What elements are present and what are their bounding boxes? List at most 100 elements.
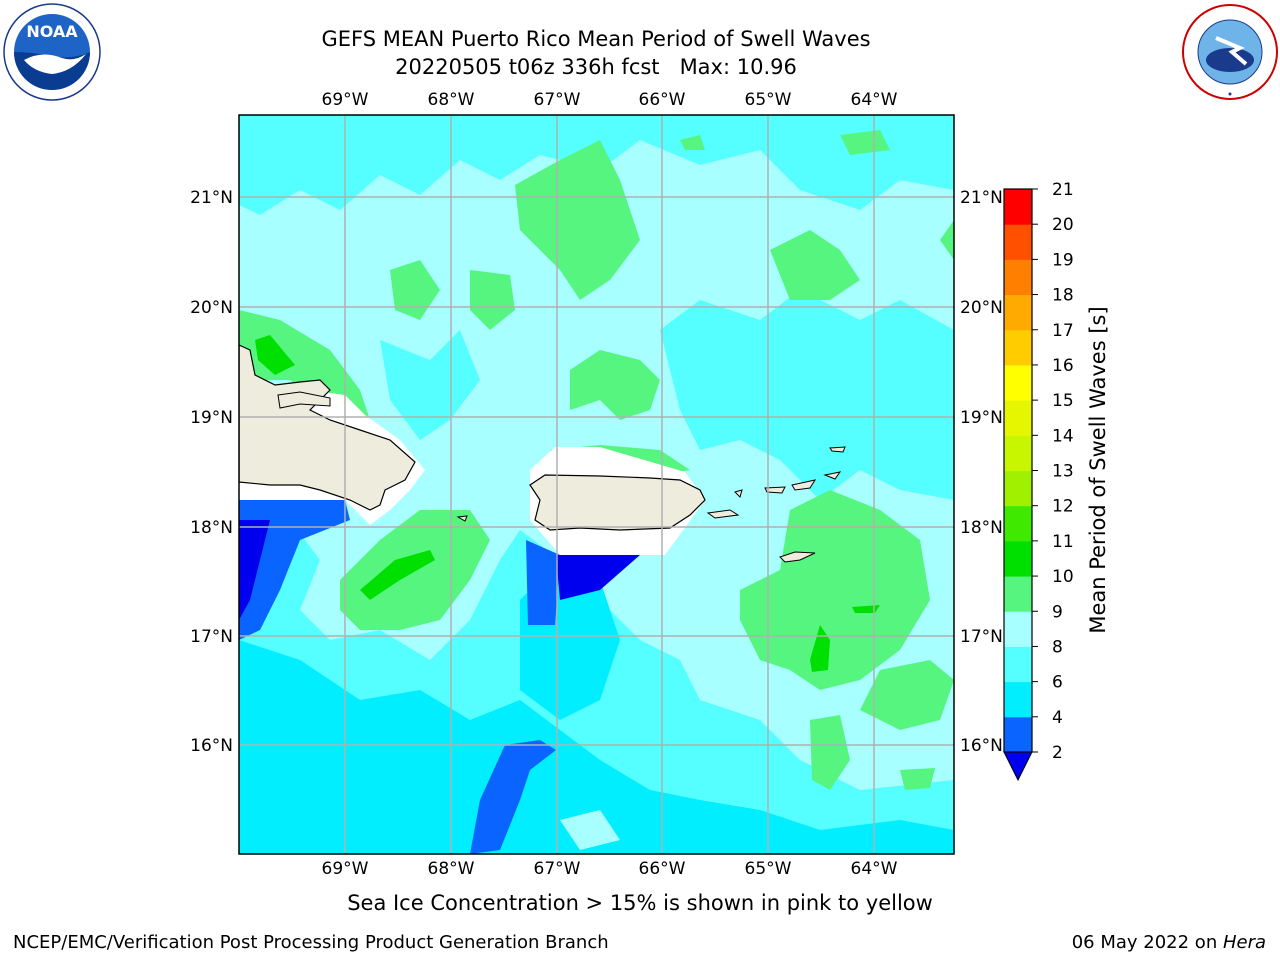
field-4-6-south	[239, 640, 954, 854]
lon-label: 67°W	[534, 859, 581, 879]
field-2-4-south	[470, 740, 556, 854]
lat-label: 21°N	[960, 188, 1003, 208]
colorbar-tick-label: 14	[1052, 426, 1074, 446]
sea-ice-note: Sea Ice Concentration > 15% is shown in …	[347, 891, 933, 915]
lon-label: 66°W	[639, 90, 686, 110]
colorbar-tick-label: 9	[1052, 602, 1063, 622]
colorbar-band	[1004, 189, 1032, 225]
colorbar-tick-label: 16	[1052, 356, 1074, 376]
field-0-2-west	[239, 520, 270, 620]
field-10-11-nw	[255, 335, 295, 375]
lon-label: 67°W	[534, 90, 581, 110]
colorbar-band	[1004, 681, 1032, 718]
lon-label: 65°W	[745, 859, 792, 879]
colorbar-band	[1004, 400, 1032, 436]
lat-label: 17°N	[190, 627, 233, 647]
lon-label: 68°W	[428, 90, 475, 110]
credit-text: NCEP/EMC/Verification Post Processing Pr…	[13, 932, 609, 953]
st-croix-island	[779, 551, 816, 563]
field-9-10-se2	[900, 768, 935, 790]
colorbar-band	[1004, 576, 1032, 612]
anegada-island	[829, 446, 846, 453]
lon-label: 69°W	[322, 90, 369, 110]
lat-labels-left: 21°N 20°N 19°N 18°N 17°N 16°N	[190, 188, 233, 756]
colorbar-tick-label: 11	[1052, 532, 1074, 552]
chart-title-line2: 20220505 t06z 336h fcst Max: 10.96	[395, 55, 797, 79]
field-6-8-east	[660, 290, 954, 500]
map-frame	[238, 114, 955, 855]
colorbar-tick-label: 17	[1052, 321, 1074, 341]
colorbar-band	[1004, 364, 1032, 401]
colorbar-tick-label: 12	[1052, 497, 1074, 517]
colorbar-band	[1004, 329, 1032, 366]
lon-label: 65°W	[745, 90, 792, 110]
colorbar-tick-label: 8	[1052, 637, 1063, 657]
colorbar-label: Mean Period of Swell Waves [s]	[1086, 306, 1110, 633]
lon-label: 69°W	[322, 859, 369, 879]
colorbar-tick-label: 4	[1052, 708, 1063, 728]
colorbar-tick-label: 19	[1052, 250, 1074, 270]
field-9-10-e	[860, 660, 954, 730]
field-9-10-n2	[390, 260, 440, 320]
lat-label: 17°N	[960, 627, 1003, 647]
colorbar-tick-label: 18	[1052, 286, 1074, 306]
colorbar-tick-label: 2	[1052, 743, 1063, 763]
colorbar-band	[1004, 294, 1032, 331]
host-name: Hera	[1222, 932, 1266, 953]
colorbar-band	[1004, 646, 1032, 683]
lat-label: 20°N	[960, 298, 1003, 318]
field-9-10-n5	[940, 220, 954, 260]
hispaniola-island	[239, 344, 416, 511]
colorbar-tick-label: 21	[1052, 180, 1074, 200]
lat-label: 16°N	[190, 736, 233, 756]
lat-label: 19°N	[960, 408, 1003, 428]
colorbar-extend-min	[1003, 751, 1033, 782]
colorbar-band	[1004, 259, 1032, 296]
field-9-10-n4	[770, 230, 860, 300]
field-2-4-monapassage	[526, 540, 560, 625]
chart-title-line1: GEFS MEAN Puerto Rico Mean Period of Swe…	[321, 27, 871, 51]
field-2-4-west	[239, 500, 350, 640]
date-text: 06 May 2022 on	[1071, 932, 1223, 953]
lat-label: 20°N	[190, 298, 233, 318]
colorbar-tick-label: 6	[1052, 673, 1063, 693]
field-9-10-s	[810, 715, 850, 790]
field-9-10-n1	[515, 140, 640, 300]
lat-labels-right: 21°N 20°N 19°N 18°N 17°N 16°N	[960, 188, 1003, 756]
mona-island	[456, 515, 468, 522]
date-stamp: 06 May 2022 on Hera	[1072, 932, 1266, 953]
colorbar-tick-label: 15	[1052, 391, 1074, 411]
colorbar-band	[1004, 505, 1032, 542]
st-thomas-island	[764, 486, 786, 494]
tortuga-island	[277, 391, 331, 409]
lon-label: 64°W	[851, 90, 898, 110]
lat-label: 18°N	[190, 518, 233, 538]
colorbar-band	[1004, 611, 1032, 647]
colorbar-band	[1004, 716, 1032, 753]
colorbar-band	[1004, 224, 1032, 260]
field-9-10-top	[840, 130, 890, 155]
nws-logo	[1180, 2, 1280, 102]
lat-label: 16°N	[960, 736, 1003, 756]
noaa-logo-text: NOAA	[26, 22, 78, 41]
noaa-logo: NOAA	[2, 2, 102, 102]
lon-labels-bottom: 69°W 68°W 67°W 66°W 65°W 64°W	[322, 859, 898, 879]
field-9-10-mid	[570, 350, 660, 420]
field-9-10-se	[740, 490, 930, 690]
field-9-10-top2	[680, 135, 705, 150]
tortola-island	[823, 471, 842, 480]
field-8-9-s	[560, 810, 620, 850]
lat-label: 18°N	[960, 518, 1003, 538]
lon-label: 64°W	[851, 859, 898, 879]
lat-label: 19°N	[190, 408, 233, 428]
vieques-island	[706, 509, 740, 519]
lon-label: 68°W	[428, 859, 475, 879]
field-6-8-mid	[380, 330, 480, 440]
colorbar-ticks: 2 4 6 8 9 10 11 12 13 14 15 16 17 18 19 20 21	[1032, 180, 1074, 763]
culebra-island	[734, 489, 743, 498]
map-graticule	[239, 115, 954, 854]
field-9-10-n3	[470, 270, 515, 330]
field-10-11-sw	[360, 550, 435, 600]
st-john-island	[791, 479, 817, 491]
lon-label: 66°W	[639, 859, 686, 879]
